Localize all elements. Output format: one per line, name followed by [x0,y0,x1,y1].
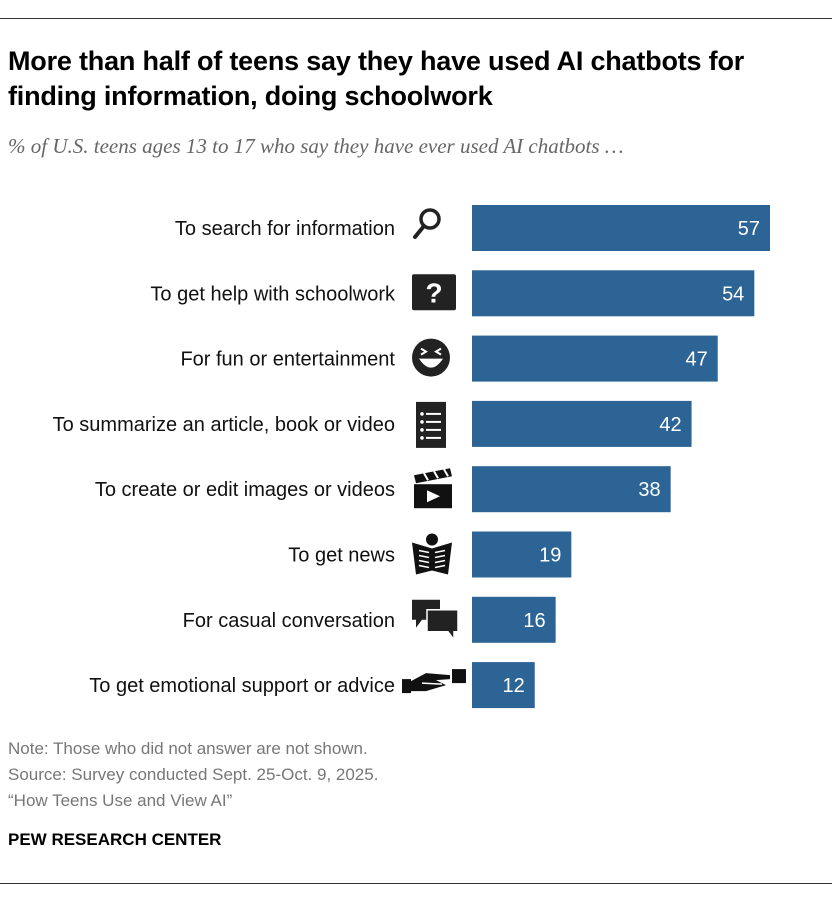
data-label: 38 [638,479,660,501]
speech-bubbles-icon [412,599,459,643]
bar-chart: To search for information 57 To get help w… [53,205,770,709]
category-label: To get news [288,545,395,567]
question-mark-icon: ? [412,274,456,311]
top-rule [0,18,832,19]
bar [472,205,770,251]
data-label: 57 [738,218,760,240]
data-label: 47 [685,349,707,371]
report-text: “How Teens Use and View AI” [8,791,233,810]
bar-row: For fun or entertainment 47 [180,335,718,382]
svg-text:?: ? [425,277,442,308]
bar-row: To get news 19 [288,531,572,578]
list-icon [416,401,446,448]
laughing-face-icon [412,338,450,377]
note-text: Note: Those who did not answer are not s… [8,739,368,758]
bar-row: To get emotional support or advice 12 [89,662,535,709]
data-label: 16 [523,610,545,632]
bar-row: For casual conversation 16 [183,596,556,643]
newspaper-reader-icon [412,533,452,575]
helping-hand-icon [402,669,466,694]
magnifier-icon [413,208,441,239]
bar [472,400,692,447]
category-label: To summarize an article, book or video [53,414,395,436]
category-label: To get help with schoolwork [150,283,396,305]
category-label: To create or edit images or videos [95,479,395,501]
bar-row: To summarize an article, book or video 42 [53,400,692,448]
bar [472,531,572,578]
data-label: 42 [659,414,681,436]
bottom-rule [0,883,832,884]
chart-title: More than half of teens say they have us… [8,46,745,111]
bar [472,335,718,382]
bar [472,466,671,513]
bar-row: To create or edit images or videos 38 [95,466,671,513]
chart-subtitle: % of U.S. teens ages 13 to 17 who say th… [8,134,624,158]
data-label: 54 [722,283,744,305]
category-label: To search for information [175,218,395,240]
bar-row: To get help with schoolwork? 54 [150,270,755,317]
brand-logo: PEW RESEARCH CENTER [8,830,222,849]
bar-row: To search for information 57 [175,205,770,251]
category-label: For casual conversation [183,610,395,632]
source-text: Source: Survey conducted Sept. 25-Oct. 9… [8,765,379,784]
category-label: To get emotional support or advice [89,675,395,697]
bar [472,270,755,317]
data-label: 19 [539,545,561,567]
bar [472,596,556,643]
category-label: For fun or entertainment [180,349,395,371]
clapperboard-icon [414,468,452,509]
data-label: 12 [502,675,524,697]
bar [472,662,535,709]
